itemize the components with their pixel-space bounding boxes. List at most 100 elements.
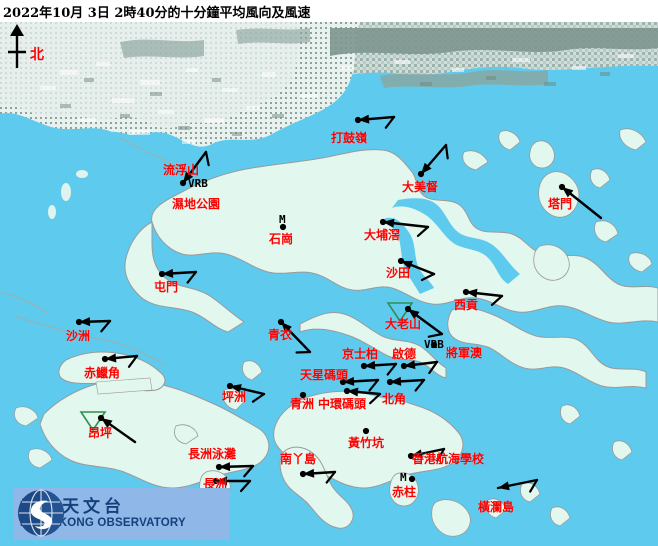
wind-barb-arrowhead [219,462,231,472]
wind-barb-arrowhead [162,268,174,278]
station-label-0: 打鼓嶺 [331,131,368,145]
station-dot [558,183,566,191]
wind-station[interactable] [408,475,416,483]
wind-barb-arrowhead [281,322,292,334]
wind-station[interactable] [279,223,287,231]
wind-barb-arrowhead [183,171,194,183]
station-label-9: 西貢 [454,298,479,312]
wind-station[interactable] [360,360,398,376]
station-label-26: 香港航海學校 [412,452,485,466]
map-canvas[interactable]: 北 打鼓嶺 流浮山 VRB 濕地公園 石崗 M 大美督 塔門 大埔滘 沙田 屯門 西貢 沙洲 青衣 大老山赤… [0,22,658,546]
wind-station[interactable] [299,391,307,399]
wind-barb-flag [368,378,380,392]
wind-barb-flag [416,225,430,238]
wind-barb-arrowhead [216,476,227,486]
wind-station[interactable] [379,218,430,238]
wind-station[interactable] [558,183,603,220]
station-label-28: 赤柱 [392,485,417,499]
eastern-islands [462,128,653,281]
station-label-16: 啟德 [392,347,417,361]
high-level-station-triangle [79,411,107,432]
wind-barb-layer [75,114,603,493]
wind-station[interactable] [277,318,312,354]
road-lines [1,137,203,367]
wind-station[interactable] [430,341,438,349]
station-label-22: 昂坪 [88,426,113,440]
wind-station[interactable] [79,411,137,444]
wind-barb-arrowhead [401,260,413,270]
wind-station[interactable] [101,353,139,368]
wind-station[interactable] [362,427,370,435]
wind-barb-arrowhead [390,376,402,386]
wind-station[interactable] [212,476,252,493]
station-label-13: 赤鱲角 [84,366,121,380]
wind-station[interactable] [299,468,337,484]
wind-station[interactable] [158,268,198,284]
hko-logo: 香港天文台 HONG KONG OBSERVATORY [14,488,230,540]
wind-barb-flag [251,392,266,403]
wind-station[interactable] [343,387,382,405]
station-dot [97,414,105,422]
wind-station[interactable] [386,376,426,392]
station-dot [279,223,287,231]
station-label-3: 石崗 [269,232,294,246]
wind-barb-flag [490,294,504,307]
wind-station[interactable] [397,257,436,282]
station-dot [299,391,307,399]
wind-station[interactable] [400,360,439,375]
wind-station[interactable] [179,150,210,187]
station-dot [354,116,362,124]
wind-barb-arrowhead [358,114,370,124]
wind-barb-arrowhead [101,418,113,429]
wind-station[interactable] [462,288,504,307]
wind-barb-flag [427,332,444,338]
station-label-12: 大老山 [385,317,422,331]
logo-english: HONG KONG OBSERVATORY [20,516,186,529]
wind-station[interactable] [215,462,255,478]
wind-station[interactable] [354,114,396,129]
station-dot [158,270,166,278]
station-dot [462,288,470,296]
page-title: 2022年10月 3日 2時40分的十分鐘平均風向及風速 [3,5,311,21]
station-dot [407,452,415,460]
wind-barb-flag [529,478,539,493]
high-level-station-triangle [386,302,414,323]
wind-barb-flag [436,447,446,462]
wind-barb-flag [204,150,210,167]
lamma-island [279,446,354,529]
wind-barb-flag [384,115,396,129]
wind-barb-flag [186,270,198,284]
station-dot [215,463,223,471]
wind-station[interactable] [339,376,380,392]
wind-barb-flag [100,319,112,333]
wind-station[interactable] [75,317,112,333]
station-marker-vrb: VRB [188,177,208,190]
station-label-21: 中環碼頭 [318,397,367,411]
wind-barb-flag [428,360,439,375]
wind-barb-flag [325,470,337,484]
station-label-11: 青衣 [268,328,293,342]
wind-station[interactable] [386,302,444,338]
wind-station[interactable] [407,447,446,462]
station-label-15: 京士柏 [342,347,379,361]
station-label-8: 屯門 [154,280,179,294]
station-dot [397,257,405,265]
wind-barb-flag [444,143,449,160]
wind-barb-arrowhead [466,288,478,298]
station-dot [430,341,438,349]
wind-barb-flag [243,464,255,478]
compass-label: 北 [30,47,44,63]
station-label-18: 北角 [382,392,407,406]
station-label-20: 青洲 [290,397,315,411]
station-label-17: 天星碼頭 [300,368,349,382]
wind-station[interactable] [417,143,449,178]
wind-barb-arrowhead [383,218,395,228]
station-marker-m: M [400,471,407,484]
wind-station[interactable] [496,478,539,493]
wind-barb-arrowhead [498,481,510,491]
station-label-7: 沙田 [386,266,411,280]
wind-station[interactable] [226,382,266,403]
station-dot [101,355,109,363]
tolo-harbour [382,198,520,294]
